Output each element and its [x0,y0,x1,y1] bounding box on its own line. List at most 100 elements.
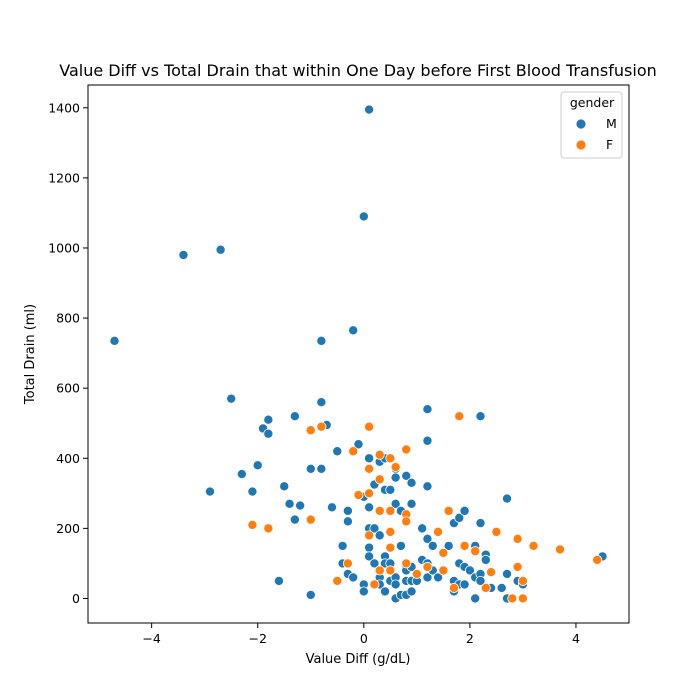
scatter-point-m [316,335,327,346]
scatter-point-m [369,558,380,569]
scatter-point-m [289,411,300,422]
scatter-point-f [401,444,412,455]
scatter-point-f [592,554,603,565]
scatter-point-m [480,554,491,565]
scatter-point-m [380,586,391,597]
scatter-point-m [390,472,401,483]
scatter-point-f [555,544,566,555]
scatter-point-f [517,575,528,586]
scatter-point-f [364,463,375,474]
scatter-point-f [438,565,449,576]
scatter-point-m [178,249,189,260]
y-tick-label: 600 [56,381,80,396]
scatter-point-m [406,477,417,488]
scatter-point-m [502,493,513,504]
scatter-point-m [305,589,316,600]
scatter-point-m [454,512,465,523]
legend-marker-f [575,139,587,151]
scatter-point-f [433,526,444,537]
scatter-point-f [332,575,343,586]
scatter-point-f [459,540,470,551]
scatter-point-m [215,244,226,255]
scatter-point-f [517,593,528,604]
scatter-point-f [374,474,385,485]
scatter-point-m [305,463,316,474]
legend: gender M F [560,91,623,159]
scatter-point-f [438,547,449,558]
scatter-point-m [422,572,433,583]
legend-label-f: F [606,137,613,152]
scatter-point-m [348,325,359,336]
scatter-points [109,104,608,604]
scatter-point-m [247,486,258,497]
scatter-point-f [401,558,412,569]
scatter-point-m [316,397,327,408]
scatter-point-f [528,540,539,551]
legend-box [560,91,623,159]
scatter-point-m [226,393,237,404]
scatter-point-f [454,411,465,422]
scatter-point-m [332,446,343,457]
scatter-point-m [475,575,486,586]
scatter-point-f [374,449,385,460]
scatter-point-m [459,579,470,590]
scatter-point-f [486,567,497,578]
scatter-point-f [364,421,375,432]
scatter-point-m [422,481,433,492]
scatter-point-m [342,516,353,527]
x-tick-label: 4 [572,631,580,646]
scatter-point-m [364,502,375,513]
x-tick-label: −2 [249,631,267,646]
scatter-point-m [263,414,274,425]
x-tick-label: 0 [360,631,368,646]
scatter-point-m [364,104,375,115]
scatter-point-f [448,582,459,593]
scatter-point-m [406,498,417,509]
scatter-point-f [491,526,502,537]
scatter-point-m [475,518,486,529]
scatter-point-m [109,335,120,346]
scatter-point-m [358,211,369,222]
y-tick-label: 200 [56,521,80,536]
y-tick-label: 1200 [48,170,80,185]
scatter-point-m [385,484,396,495]
y-tick-label: 400 [56,451,80,466]
scatter-point-m [496,582,507,593]
scatter-point-m [364,542,375,553]
scatter-point-m [364,453,375,464]
y-axis-label: Total Drain (ml) [23,304,38,405]
scatter-point-f [385,453,396,464]
x-tick-label: 2 [466,631,474,646]
scatter-point-f [422,561,433,572]
y-tick-label: 1400 [48,100,80,115]
scatter-point-f [385,542,396,553]
scatter-point-m [502,568,513,579]
legend-title: gender [570,95,615,110]
scatter-point-f [390,462,401,473]
scatter-point-m [364,551,375,562]
scatter-point-f [374,565,385,576]
scatter-point-m [252,460,263,471]
scatter-point-f [348,446,359,457]
scatter-point-m [390,498,401,509]
scatter-point-f [443,505,454,516]
scatter-point-m [284,498,295,509]
axis-ticks: −4 −2 0 2 4 0 200 400 600 800 1000 1200 1400 [48,100,580,646]
y-tick-label: 1000 [48,240,80,255]
scatter-point-m [390,579,401,590]
scatter-point-f [342,558,353,569]
scatter-point-m [464,565,475,576]
scatter-point-m [348,572,359,583]
scatter-point-m [433,572,444,583]
scatter-point-f [305,425,316,436]
scatter-point-m [470,593,481,604]
legend-marker-m [575,118,587,130]
scatter-point-f [305,514,316,525]
scatter-point-m [353,439,364,450]
scatter-point-m [273,575,284,586]
scatter-point-f [507,593,518,604]
scatter-point-m [342,505,353,516]
scatter-point-f [364,530,375,541]
scatter-point-f [364,488,375,499]
scatter-point-m [236,469,247,480]
